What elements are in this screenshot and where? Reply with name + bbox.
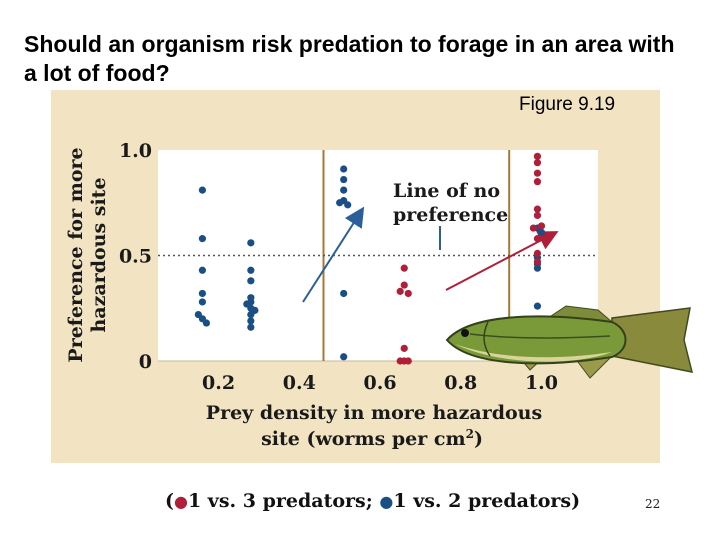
data-point-1-vs-3-predators	[400, 281, 408, 289]
x-tick-label: 0.8	[444, 372, 477, 394]
data-point-1-vs-2-predators	[198, 186, 207, 194]
data-point-1-vs-2-predators	[247, 266, 255, 274]
legend-blue-marker: ●	[379, 492, 394, 511]
data-point-1-vs-3-predators	[400, 344, 408, 352]
data-point-1-vs-3-predators	[404, 289, 412, 298]
x-tick-label: 0.4	[283, 372, 316, 394]
data-point-1-vs-2-predators	[247, 277, 255, 285]
legend-red-marker: ●	[174, 492, 188, 511]
red-trend-arrow	[445, 231, 559, 291]
data-point-1-vs-2-predators	[198, 298, 207, 306]
data-point-1-vs-2-predators	[251, 306, 259, 314]
x-tick-label: 1.0	[525, 372, 558, 394]
x-tick-label: 0.6	[363, 372, 396, 394]
page-number: 22	[645, 497, 661, 511]
data-point-1-vs-2-predators	[336, 199, 344, 207]
legend-open-paren: (	[165, 490, 174, 512]
legend: (●1 vs. 3 predators; ●1 vs. 2 predators)	[165, 490, 580, 512]
y-axis-title-line2: hazardous site	[88, 177, 110, 332]
data-point-1-vs-3-predators	[533, 211, 542, 220]
data-point-1-vs-2-predators	[198, 266, 207, 274]
fish-illustration	[445, 305, 694, 379]
y-tick-label: 1.0	[119, 140, 152, 162]
data-point-1-vs-3-predators	[533, 258, 542, 266]
data-point-1-vs-2-predators	[247, 239, 255, 247]
data-point-1-vs-3-predators	[400, 264, 408, 272]
x-axis-title-line1: Prey density in more hazardous	[206, 402, 542, 424]
data-point-1-vs-2-predators	[194, 310, 202, 319]
data-point-1-vs-2-predators	[340, 353, 348, 361]
data-point-1-vs-2-predators	[247, 317, 255, 325]
data-point-1-vs-2-predators	[533, 302, 542, 310]
data-point-1-vs-3-predators	[533, 159, 542, 167]
figure-caption: Figure 9.19	[519, 94, 616, 115]
x-axis-title-superscript: 2	[466, 427, 474, 441]
data-point-1-vs-2-predators	[340, 289, 348, 298]
x-tick-label: 0.2	[202, 372, 235, 394]
legend-blue-label: 1 vs. 2 predators)	[393, 490, 581, 512]
data-point-1-vs-3-predators	[533, 152, 542, 160]
data-point-1-vs-3-predators	[533, 249, 542, 257]
data-point-1-vs-3-predators	[537, 222, 546, 230]
data-point-1-vs-2-predators	[340, 186, 348, 194]
annotation-line1: Line of no	[393, 180, 500, 202]
data-point-1-vs-3-predators	[533, 205, 542, 213]
data-point-1-vs-3-predators	[396, 287, 404, 295]
y-tick-label: 0	[139, 351, 152, 373]
legend-red-label: 1 vs. 3 predators;	[187, 490, 373, 512]
data-point-1-vs-3-predators	[533, 169, 542, 177]
x-axis-title-main: site (worms per cm	[261, 428, 466, 450]
data-point-1-vs-2-predators	[243, 300, 251, 308]
data-point-1-vs-2-predators	[340, 165, 348, 173]
data-point-1-vs-2-predators	[340, 175, 348, 184]
annotation-line2: preference	[393, 204, 508, 226]
data-point-1-vs-2-predators	[198, 235, 207, 243]
data-point-1-vs-2-predators	[344, 201, 352, 209]
data-point-1-vs-2-predators	[202, 319, 211, 327]
slide-title: Should an organism risk predation to for…	[24, 31, 675, 86]
y-axis-title-line1: Preference for more	[65, 147, 87, 362]
data-point-1-vs-3-predators	[529, 224, 538, 232]
data-point-1-vs-3-predators	[533, 178, 542, 186]
data-point-1-vs-2-predators	[537, 228, 546, 236]
y-tick-label: 0.5	[119, 246, 152, 268]
x-axis-title-line2: site (worms per cm2)	[261, 427, 483, 450]
data-point-1-vs-3-predators	[400, 357, 408, 365]
data-point-1-vs-2-predators	[198, 289, 207, 298]
x-axis-title-close: )	[474, 428, 483, 450]
data-point-1-vs-2-predators	[533, 264, 542, 272]
blue-trend-arrow	[302, 206, 365, 303]
data-point-1-vs-3-predators	[533, 235, 542, 243]
data-point-1-vs-2-predators	[247, 323, 255, 331]
